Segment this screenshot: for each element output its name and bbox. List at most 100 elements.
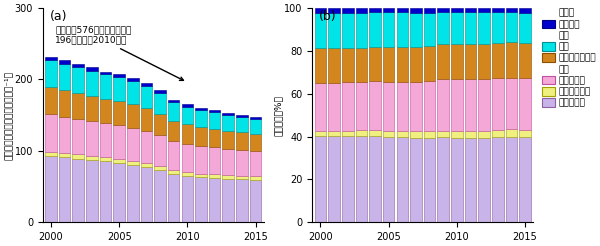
Bar — [168, 102, 179, 121]
Bar — [492, 43, 503, 78]
Bar — [168, 174, 179, 222]
Bar — [236, 176, 248, 179]
Bar — [127, 128, 139, 161]
Bar — [100, 123, 112, 157]
Bar — [410, 8, 422, 13]
Bar — [492, 137, 503, 222]
Bar — [356, 82, 367, 130]
Bar — [519, 43, 531, 77]
Bar — [478, 79, 490, 131]
Bar — [356, 8, 367, 13]
Bar — [519, 137, 531, 222]
Y-axis label: 反応性窒素の排出量（万トン年⁻¹）: 反応性窒素の排出量（万トン年⁻¹） — [4, 71, 13, 160]
Bar — [250, 151, 262, 176]
Bar — [519, 13, 531, 43]
Bar — [86, 96, 98, 121]
Bar — [209, 174, 220, 178]
Bar — [154, 170, 166, 222]
Bar — [383, 8, 394, 12]
Bar — [410, 138, 422, 222]
Bar — [464, 131, 476, 138]
Bar — [383, 12, 394, 47]
Bar — [236, 179, 248, 222]
Bar — [397, 12, 408, 47]
Bar — [342, 82, 353, 131]
Bar — [223, 149, 234, 175]
Bar — [369, 47, 381, 81]
Bar — [195, 146, 207, 174]
Bar — [223, 131, 234, 149]
Bar — [86, 121, 98, 156]
Bar — [492, 130, 503, 137]
Bar — [519, 77, 531, 130]
Bar — [86, 156, 98, 160]
Bar — [342, 131, 353, 136]
Bar — [356, 48, 367, 82]
Bar — [73, 93, 84, 119]
Bar — [410, 82, 422, 131]
Text: (a): (a) — [49, 10, 67, 23]
Bar — [209, 110, 220, 112]
Bar — [86, 71, 98, 96]
Bar — [506, 13, 517, 42]
Bar — [478, 8, 490, 12]
Bar — [314, 48, 326, 83]
Bar — [369, 136, 381, 222]
Bar — [383, 47, 394, 82]
Y-axis label: 構成比率（%）: 構成比率（%） — [274, 95, 283, 136]
Bar — [236, 132, 248, 150]
Bar — [478, 44, 490, 79]
Bar — [182, 107, 193, 124]
Bar — [86, 160, 98, 222]
Bar — [342, 13, 353, 48]
Bar — [140, 163, 152, 167]
Bar — [140, 167, 152, 222]
Bar — [397, 137, 408, 222]
Bar — [127, 105, 139, 128]
Bar — [140, 83, 152, 86]
Bar — [73, 67, 84, 93]
Bar — [356, 136, 367, 222]
Bar — [314, 136, 326, 222]
Bar — [168, 170, 179, 174]
Bar — [314, 13, 326, 48]
Bar — [397, 47, 408, 82]
Bar — [464, 79, 476, 131]
Bar — [519, 130, 531, 137]
Bar — [127, 161, 139, 165]
Bar — [250, 176, 262, 180]
Bar — [59, 153, 70, 157]
Bar — [342, 48, 353, 82]
Bar — [437, 8, 449, 12]
Bar — [314, 8, 326, 13]
Bar — [168, 141, 179, 170]
Bar — [45, 152, 57, 156]
Bar — [250, 134, 262, 151]
Bar — [451, 131, 463, 138]
Bar — [383, 137, 394, 222]
Bar — [209, 147, 220, 174]
Bar — [369, 8, 381, 12]
Bar — [478, 138, 490, 222]
Bar — [236, 150, 248, 176]
Bar — [492, 12, 503, 43]
Bar — [100, 157, 112, 161]
Bar — [451, 138, 463, 222]
Bar — [113, 163, 125, 222]
Bar — [492, 78, 503, 130]
Bar — [328, 13, 340, 48]
Bar — [437, 45, 449, 79]
Bar — [314, 131, 326, 136]
Legend: 沿岸域, 直接排出, 陸水, 排水, 表面流出・溶脱, 大気, アンモニア, 一酸化二窒素, 窒素酸化物: 沿岸域, 直接排出, 陸水, 排水, 表面流出・溶脱, 大気, アンモニア, 一… — [542, 8, 596, 108]
Bar — [86, 67, 98, 71]
Bar — [182, 124, 193, 144]
Bar — [59, 64, 70, 90]
Bar — [369, 130, 381, 136]
Bar — [424, 13, 436, 46]
Bar — [342, 136, 353, 222]
Bar — [113, 159, 125, 163]
Bar — [478, 12, 490, 44]
Bar — [127, 165, 139, 222]
Bar — [182, 176, 193, 222]
Bar — [59, 60, 70, 64]
